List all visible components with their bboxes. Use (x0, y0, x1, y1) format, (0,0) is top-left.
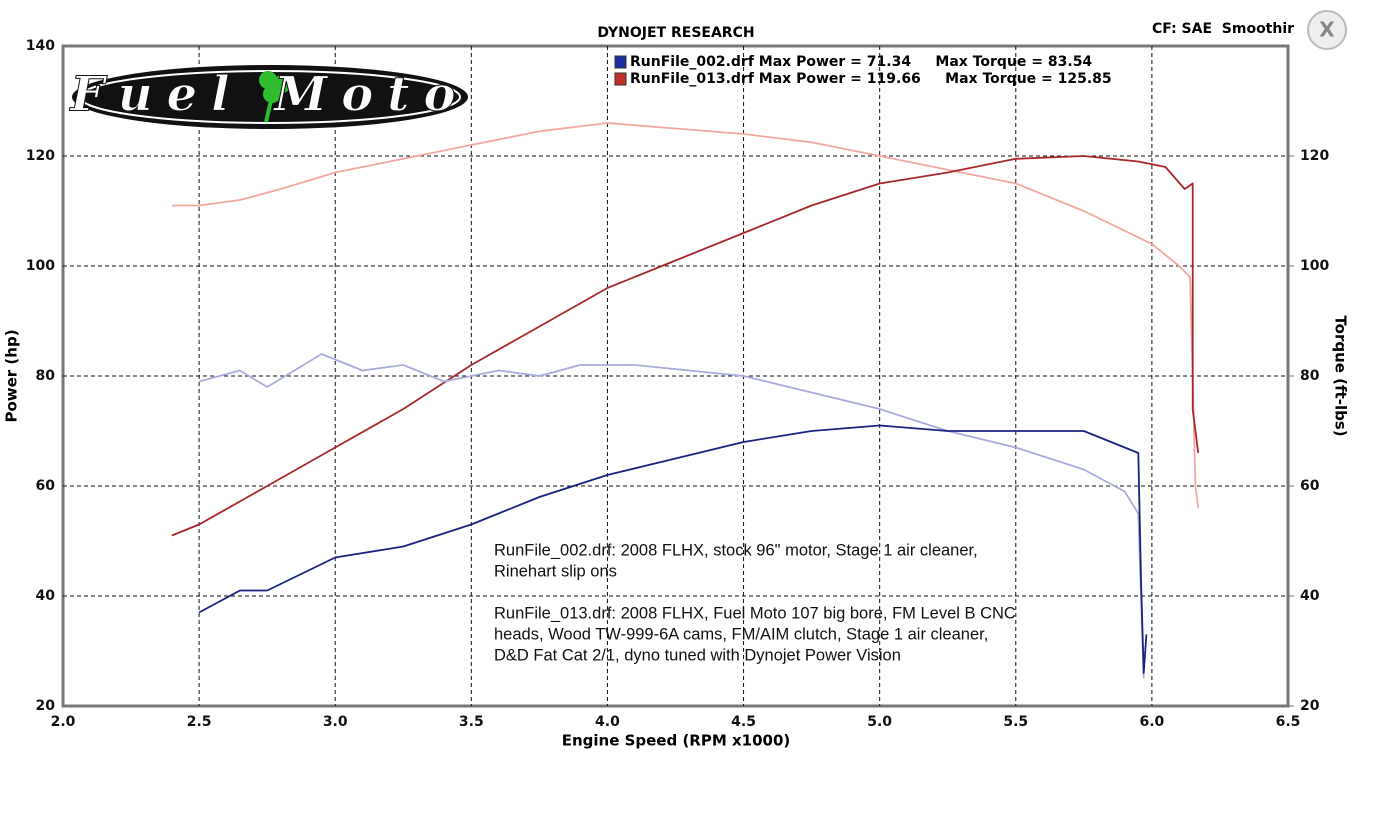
y-tick-label: 40 (36, 588, 56, 604)
note-line: D&D Fat Cat 2/1, dyno tuned with Dynojet… (494, 646, 901, 664)
x-tick-label: 6.5 (1276, 714, 1301, 730)
series-line (171, 155, 1200, 537)
note-line: Rinehart slip ons (494, 562, 617, 580)
series-line (198, 353, 1145, 679)
y-tick-label: 140 (26, 38, 55, 54)
legend-swatch (614, 55, 627, 69)
y-tick-label: 100 (26, 258, 55, 274)
x-tick-label: 3.5 (459, 714, 484, 730)
series-line (198, 424, 1148, 674)
note-line: heads, Wood TW-999-6A cams, FM/AIM clutc… (494, 625, 988, 643)
note-line: RunFile_013.drf: 2008 FLHX, Fuel Moto 10… (494, 604, 1016, 622)
y2-axis-label: Torque (ft-lbs) (1332, 315, 1350, 436)
x-tick-label: 2.5 (187, 714, 212, 730)
legend-entry: RunFile_013.drf Max Power = 119.66 Max T… (630, 71, 1112, 87)
x-tick-label: 5.5 (1003, 714, 1028, 730)
y2-tick-label: 80 (1300, 368, 1320, 384)
logo: Fuel Moto (68, 65, 470, 129)
logo-text: Fuel Moto (69, 67, 470, 123)
y-tick-label: 120 (26, 148, 55, 164)
y-tick-label: 80 (36, 368, 56, 384)
y-tick-label: 20 (36, 698, 56, 714)
close-circle[interactable] (1307, 10, 1347, 50)
x-tick-label: 4.0 (595, 714, 620, 730)
y2-tick-label: 100 (1300, 258, 1329, 274)
chart-title: DYNOJET RESEARCH (597, 25, 754, 41)
legend-entry: RunFile_002.drf Max Power = 71.34 Max To… (630, 54, 1092, 70)
x-tick-label: 2.0 (51, 714, 76, 730)
y2-tick-label: 40 (1300, 588, 1320, 604)
logo-ring (79, 70, 461, 124)
x-tick-label: 6.0 (1139, 714, 1164, 730)
close-icon[interactable]: X (1319, 18, 1335, 42)
y2-tick-label: 120 (1300, 148, 1329, 164)
x-tick-label: 4.5 (731, 714, 756, 730)
settings-label: CF: SAE Smoothir (1152, 21, 1294, 37)
series-line (171, 122, 1200, 509)
x-axis-label: Engine Speed (RPM x1000) (562, 732, 791, 750)
note-line: RunFile_002.drf: 2008 FLHX, stock 96" mo… (494, 541, 978, 559)
clover-leaf (263, 85, 281, 103)
legend-swatch (614, 72, 627, 86)
close-button[interactable]: X (1303, 8, 1382, 52)
x-tick-label: 5.0 (867, 714, 892, 730)
x-tick-label: 3.0 (323, 714, 348, 730)
y2-tick-label: 20 (1300, 698, 1320, 714)
clover-leaf (259, 71, 277, 89)
y2-tick-label: 60 (1300, 478, 1320, 494)
clover-stem (264, 95, 274, 123)
y-axis-label: Power (hp) (3, 329, 21, 422)
y-tick-label: 60 (36, 478, 56, 494)
